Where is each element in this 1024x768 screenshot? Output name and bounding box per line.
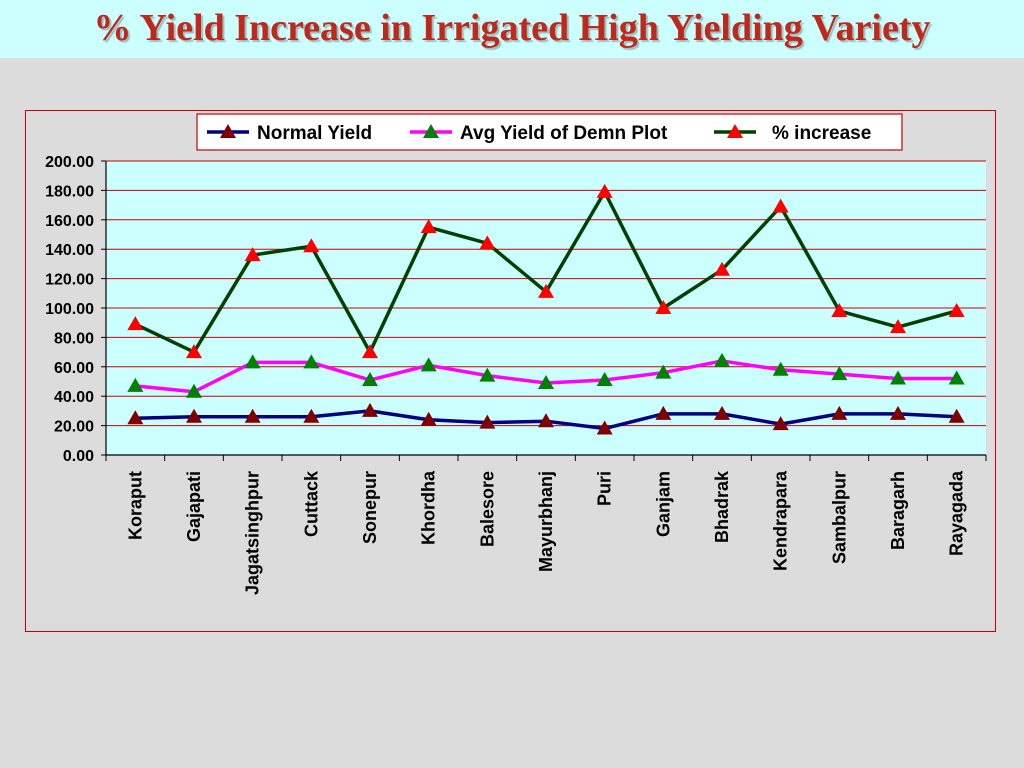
data-point-normal-yield — [420, 411, 437, 426]
data-point-normal-yield — [948, 408, 965, 423]
legend-label-percent-increase: % increase — [772, 123, 871, 144]
legend-label-normal-yield: Normal Yield — [257, 123, 372, 144]
legend-box — [196, 113, 903, 151]
data-point-normal-yield — [186, 408, 202, 423]
data-point-avg-yield — [538, 374, 554, 389]
data-point-percent-increase — [890, 319, 906, 334]
slide-title: % Yield Increase in Irrigated High Yield… — [93, 7, 931, 49]
data-point-avg-yield — [772, 361, 789, 376]
data-point-avg-yield — [948, 370, 965, 385]
x-tick-label: Cuttack — [301, 470, 321, 537]
data-point-percent-increase — [244, 247, 261, 262]
chart-legend: Normal Yield Avg Yield of Demn Plot % incr… — [196, 113, 903, 151]
y-tick-label: 100.00 — [45, 301, 94, 318]
data-point-percent-increase — [831, 302, 848, 317]
y-tick-label: 60.00 — [54, 360, 94, 377]
legend-label-avg-yield: Avg Yield of Demn Plot — [460, 123, 668, 144]
x-tick-label: Koraput — [125, 471, 145, 540]
data-point-percent-increase — [420, 219, 437, 234]
data-point-normal-yield — [655, 405, 672, 420]
title-band — [0, 0, 1024, 58]
data-point-percent-increase — [479, 235, 496, 250]
data-point-normal-yield — [244, 408, 261, 423]
x-tick-label: Sambalpur — [829, 471, 849, 564]
data-point-normal-yield — [714, 405, 730, 420]
data-point-avg-yield — [655, 364, 672, 379]
x-tick-label: Khordha — [419, 470, 439, 545]
data-point-avg-yield — [479, 367, 496, 382]
data-point-normal-yield — [596, 420, 613, 435]
data-point-avg-yield — [420, 357, 437, 372]
x-tick-label: Puri — [595, 471, 615, 506]
data-point-normal-yield — [772, 416, 789, 431]
data-point-avg-yield — [303, 354, 320, 369]
data-point-percent-increase — [596, 183, 613, 198]
data-point-normal-yield — [890, 405, 906, 420]
data-point-percent-increase — [303, 238, 320, 253]
y-tick-label: 40.00 — [54, 389, 94, 406]
data-point-avg-yield — [714, 352, 730, 367]
x-tick-label: Jagatsinghpur — [243, 471, 263, 595]
data-point-avg-yield — [186, 383, 202, 398]
data-point-avg-yield — [831, 366, 848, 381]
data-point-percent-increase — [538, 283, 554, 298]
y-tick-label: 80.00 — [54, 330, 94, 347]
legend-marker-avg-yield — [423, 124, 439, 138]
data-point-percent-increase — [127, 316, 144, 331]
data-point-normal-yield — [479, 414, 496, 429]
y-tick-label: 120.00 — [45, 272, 94, 289]
y-tick-label: 20.00 — [54, 419, 94, 436]
x-tick-label: Baragarh — [888, 471, 908, 550]
data-point-avg-yield — [596, 372, 613, 387]
data-point-normal-yield — [127, 410, 144, 425]
data-point-avg-yield — [127, 377, 144, 392]
data-point-percent-increase — [362, 344, 378, 359]
data-point-avg-yield — [362, 372, 378, 387]
legend-marker-percent-increase — [727, 124, 743, 138]
data-point-normal-yield — [362, 402, 378, 417]
data-point-normal-yield — [538, 413, 554, 428]
x-tick-label: Ganjam — [653, 471, 673, 537]
data-point-avg-yield — [244, 354, 261, 369]
data-point-percent-increase — [655, 300, 672, 314]
y-tick-label: 200.00 — [45, 154, 94, 171]
x-tick-label: Rayagada — [947, 470, 967, 556]
data-point-normal-yield — [831, 405, 848, 420]
legend-marker-normal-yield — [220, 124, 236, 138]
x-tick-label: Balesore — [477, 471, 497, 547]
y-tick-label: 160.00 — [45, 213, 94, 230]
data-point-percent-increase — [186, 344, 202, 359]
data-point-percent-increase — [772, 198, 789, 213]
data-point-normal-yield — [303, 408, 320, 423]
x-tick-label: Gajapati — [184, 471, 204, 542]
x-tick-label: Mayurbhanj — [536, 471, 556, 572]
data-point-avg-yield — [890, 370, 906, 385]
x-tick-label: Kendrapara — [771, 470, 791, 571]
chart-frame — [25, 110, 996, 632]
y-tick-label: 180.00 — [45, 183, 94, 200]
y-tick-label: 140.00 — [45, 242, 94, 259]
data-point-percent-increase — [948, 302, 965, 317]
x-tick-label: Sonepur — [360, 471, 380, 544]
x-tick-label: Bhadrak — [712, 470, 732, 543]
data-point-percent-increase — [714, 261, 730, 276]
y-tick-label: 0.00 — [63, 448, 94, 465]
